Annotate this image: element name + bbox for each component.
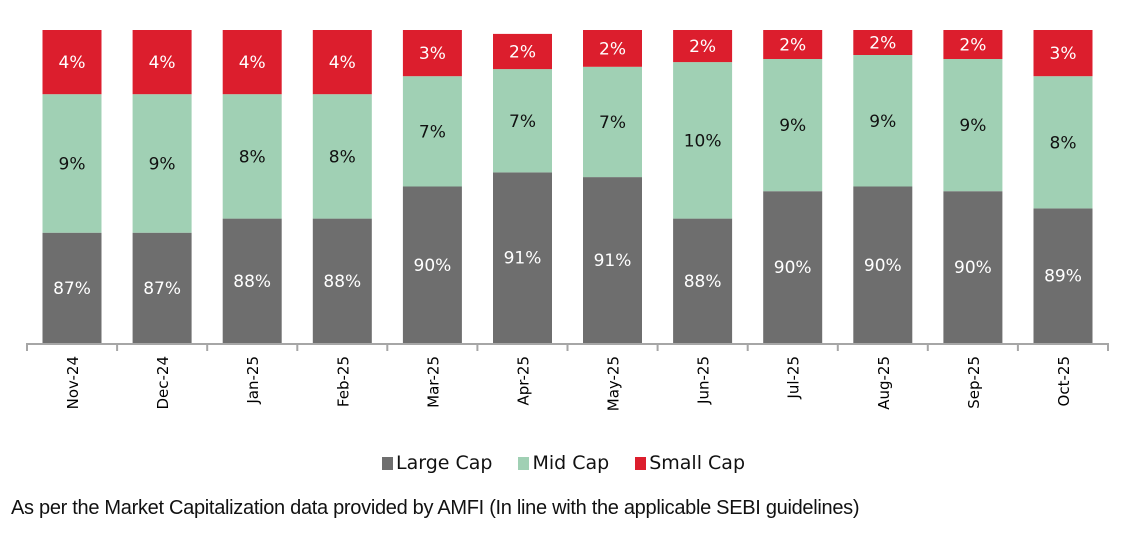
bar-segment-large-cap-sep-25: [943, 191, 1003, 343]
legend-item-mid-cap: Mid Cap: [518, 452, 609, 474]
stacked-bar-chart: 87% 9% 4% 87% 9% 4% 88% 8% 4% 88% 8% 4% 90% 7% 3% 91% 7%…: [26, 30, 1109, 411]
bar-segment-mid-cap-feb-25: [312, 94, 372, 219]
bar-segment-large-cap-jul-25: [763, 191, 823, 343]
bars-group: 87% 9% 4% 87% 9% 4% 88% 8% 4% 88% 8% 4% 90% 7% 3% 91% 7%…: [42, 30, 1093, 343]
data-label-small-cap-feb-25: 4%: [329, 53, 356, 73]
bar-segment-small-cap-feb-25: [312, 30, 372, 95]
data-label-mid-cap-sep-25: 9%: [959, 116, 986, 136]
legend-label-large-cap: Large Cap: [396, 452, 493, 474]
bar-segment-mid-cap-apr-25: [493, 69, 552, 173]
bar-segment-mid-cap-sep-25: [943, 59, 1003, 192]
x-tick-label-jun-25: Jun-25: [695, 356, 713, 405]
data-label-small-cap-jan-25: 4%: [239, 53, 266, 73]
data-label-mid-cap-oct-25: 8%: [1050, 133, 1077, 153]
data-label-small-cap-mar-25: 3%: [419, 44, 446, 64]
data-label-large-cap-may-25: 91%: [594, 251, 632, 271]
x-tick-label-dec-24: Dec-24: [154, 356, 172, 410]
data-label-large-cap-oct-25: 89%: [1044, 267, 1082, 287]
bar-segment-mid-cap-aug-25: [853, 55, 913, 187]
bar-segment-large-cap-apr-25: [493, 172, 552, 343]
x-tick-label-jan-25: Jan-25: [244, 356, 262, 405]
x-tick-labels: Nov-24 Dec-24 Jan-25 Feb-25 Mar-25 Apr-25 May-…: [64, 356, 1073, 411]
legend-swatch-large-cap: [382, 456, 393, 470]
bar-segment-small-cap-oct-25: [1033, 30, 1093, 77]
data-label-large-cap-nov-24: 87%: [53, 279, 91, 299]
data-label-mid-cap-apr-25: 7%: [509, 112, 536, 132]
bar-segment-mid-cap-oct-25: [1033, 76, 1093, 209]
bar-segment-mid-cap-jul-25: [763, 59, 823, 192]
x-tick-label-sep-25: Sep-25: [965, 356, 983, 409]
legend-item-large-cap: Large Cap: [382, 452, 492, 474]
bar-segment-small-cap-jan-25: [222, 30, 282, 95]
bar-segment-small-cap-apr-25: [493, 33, 552, 70]
data-label-large-cap-jan-25: 88%: [233, 272, 271, 292]
data-label-large-cap-jul-25: 90%: [774, 258, 812, 278]
bar-segment-small-cap-sep-25: [943, 30, 1003, 59]
data-label-small-cap-sep-25: 2%: [959, 36, 986, 56]
legend-label-small-cap: Small Cap: [649, 452, 745, 474]
x-tick-label-feb-25: Feb-25: [334, 356, 352, 407]
x-tick-label-aug-25: Aug-25: [875, 356, 893, 410]
data-label-mid-cap-jul-25: 9%: [779, 116, 806, 136]
bar-segment-large-cap-nov-24: [42, 232, 102, 343]
x-tick-label-jul-25: Jul-25: [785, 356, 803, 400]
bar-segment-small-cap-dec-24: [132, 30, 192, 95]
bar-segment-large-cap-dec-24: [132, 232, 192, 343]
data-label-mid-cap-nov-24: 9%: [59, 154, 86, 174]
data-label-small-cap-jun-25: 2%: [689, 37, 716, 57]
data-label-small-cap-may-25: 2%: [599, 39, 626, 59]
bar-segment-small-cap-mar-25: [402, 30, 462, 77]
x-tick-label-oct-25: Oct-25: [1055, 356, 1073, 406]
data-label-mid-cap-jan-25: 8%: [239, 147, 266, 167]
bar-segment-mid-cap-dec-24: [132, 94, 192, 233]
x-axis: [26, 343, 1109, 351]
data-label-large-cap-jun-25: 88%: [684, 272, 722, 292]
bar-segment-mid-cap-mar-25: [402, 76, 462, 187]
bar-segment-small-cap-aug-25: [853, 30, 913, 55]
legend-swatch-mid-cap: [518, 456, 530, 470]
legend: Large Cap Mid Cap Small Cap: [0, 452, 1127, 474]
data-label-small-cap-dec-24: 4%: [149, 53, 176, 73]
bar-segment-mid-cap-jun-25: [673, 62, 733, 219]
data-label-large-cap-apr-25: 91%: [504, 249, 542, 269]
legend-item-small-cap: Small Cap: [635, 452, 745, 474]
legend-swatch-small-cap: [635, 456, 647, 470]
bar-segment-small-cap-may-25: [583, 30, 642, 67]
x-tick-label-apr-25: Apr-25: [515, 356, 533, 406]
bar-segment-mid-cap-may-25: [583, 66, 642, 178]
bar-segment-large-cap-may-25: [583, 177, 642, 343]
bar-segment-mid-cap-nov-24: [42, 94, 102, 233]
data-label-small-cap-nov-24: 4%: [59, 53, 86, 73]
bar-segment-mid-cap-jan-25: [222, 94, 282, 219]
data-label-large-cap-sep-25: 90%: [954, 258, 992, 278]
data-label-mid-cap-feb-25: 8%: [329, 147, 356, 167]
bar-segment-large-cap-mar-25: [402, 186, 462, 343]
bar-segment-large-cap-aug-25: [853, 186, 913, 343]
data-label-small-cap-apr-25: 2%: [509, 43, 536, 63]
bar-segment-large-cap-oct-25: [1033, 208, 1093, 343]
data-label-mid-cap-aug-25: 9%: [869, 112, 896, 132]
x-tick-label-mar-25: Mar-25: [424, 356, 442, 408]
data-label-large-cap-dec-24: 87%: [143, 279, 181, 299]
footnote: As per the Market Capitalization data pr…: [11, 497, 860, 519]
data-label-mid-cap-dec-24: 9%: [149, 154, 176, 174]
data-label-small-cap-jul-25: 2%: [779, 36, 806, 56]
data-label-mid-cap-mar-25: 7%: [419, 122, 446, 142]
data-label-small-cap-oct-25: 3%: [1050, 44, 1077, 64]
bar-segment-small-cap-jul-25: [763, 30, 823, 59]
data-label-large-cap-feb-25: 88%: [323, 272, 361, 292]
bar-segment-large-cap-jan-25: [222, 218, 282, 343]
bar-segment-small-cap-jun-25: [673, 30, 733, 63]
bar-segment-large-cap-jun-25: [673, 218, 733, 343]
bar-segment-large-cap-feb-25: [312, 218, 372, 343]
data-label-large-cap-aug-25: 90%: [864, 256, 902, 276]
x-tick-label-may-25: May-25: [605, 356, 623, 411]
data-label-small-cap-aug-25: 2%: [869, 34, 896, 54]
data-label-mid-cap-jun-25: 10%: [684, 131, 722, 151]
legend-label-mid-cap: Mid Cap: [532, 452, 610, 474]
data-label-large-cap-mar-25: 90%: [414, 256, 452, 276]
data-label-mid-cap-may-25: 7%: [599, 113, 626, 133]
x-tick-label-nov-24: Nov-24: [64, 356, 82, 409]
bar-segment-small-cap-nov-24: [42, 30, 102, 95]
